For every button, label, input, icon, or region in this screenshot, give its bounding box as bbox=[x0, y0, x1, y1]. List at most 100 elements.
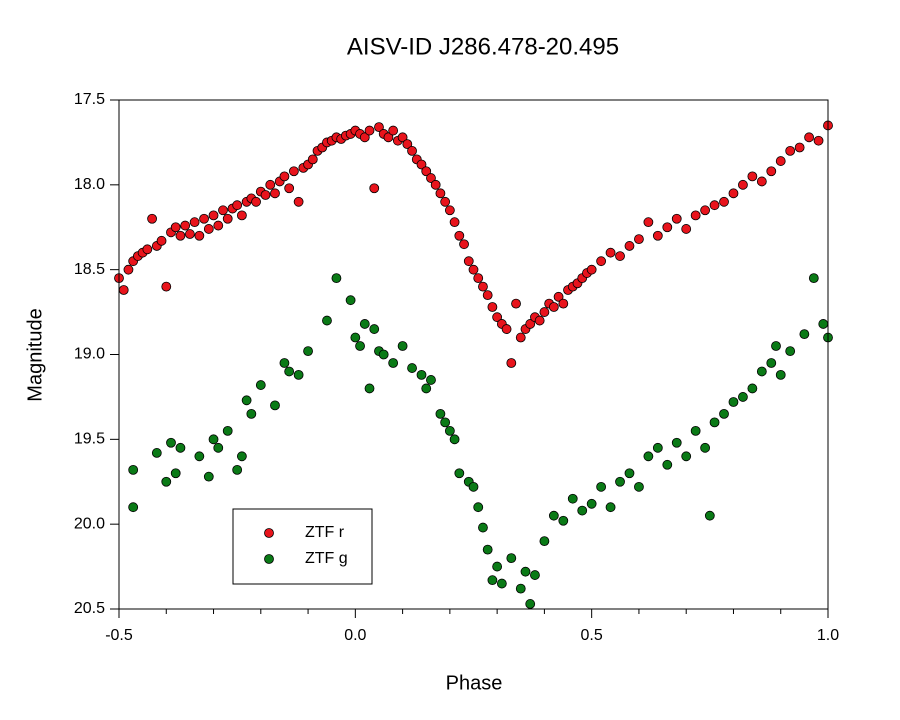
data-point bbox=[454, 230, 465, 241]
data-point bbox=[577, 505, 588, 516]
data-point bbox=[161, 281, 172, 292]
chart-title: AISV-ID J286.478-20.495 bbox=[347, 33, 619, 60]
data-point bbox=[738, 392, 748, 402]
data-point bbox=[355, 341, 365, 351]
data-point bbox=[435, 408, 446, 419]
data-point bbox=[307, 154, 318, 165]
data-point bbox=[487, 575, 498, 586]
data-point bbox=[444, 425, 455, 436]
data-point bbox=[241, 395, 252, 406]
data-point bbox=[232, 200, 243, 211]
data-point bbox=[605, 502, 616, 513]
data-point bbox=[218, 205, 228, 216]
data-point bbox=[170, 468, 181, 479]
y-tick-label: 19.0 bbox=[74, 346, 105, 363]
data-point bbox=[463, 256, 474, 267]
data-point bbox=[794, 142, 805, 153]
legend-box bbox=[232, 508, 373, 585]
data-point bbox=[766, 358, 777, 368]
legend-label: ZTF r bbox=[305, 524, 345, 541]
data-point bbox=[364, 383, 375, 394]
data-point bbox=[232, 464, 243, 475]
data-point bbox=[397, 132, 408, 143]
legend-marker bbox=[264, 528, 274, 538]
data-point bbox=[345, 295, 356, 306]
plot-marks bbox=[114, 120, 833, 609]
data-point bbox=[407, 363, 417, 373]
data-point bbox=[331, 273, 342, 284]
data-point bbox=[383, 132, 394, 143]
data-point bbox=[246, 408, 257, 419]
data-point bbox=[785, 346, 796, 357]
data-point bbox=[652, 442, 663, 453]
data-point bbox=[728, 188, 739, 199]
data-point bbox=[482, 544, 493, 555]
data-point bbox=[213, 220, 224, 231]
data-point bbox=[520, 566, 531, 577]
data-point bbox=[530, 570, 540, 580]
data-point bbox=[548, 510, 559, 521]
data-point bbox=[151, 448, 162, 458]
y-tick-label: 17.5 bbox=[74, 91, 105, 108]
data-point bbox=[808, 273, 819, 284]
data-point bbox=[539, 536, 550, 547]
data-point bbox=[671, 437, 682, 448]
x-tick-label: -0.5 bbox=[105, 627, 133, 644]
data-point bbox=[270, 188, 280, 199]
data-point bbox=[681, 224, 692, 234]
data-point bbox=[222, 425, 233, 436]
data-point bbox=[766, 166, 777, 177]
data-point bbox=[586, 264, 597, 275]
data-point bbox=[634, 481, 644, 492]
data-point bbox=[260, 190, 271, 200]
data-point bbox=[279, 358, 290, 368]
data-point bbox=[652, 230, 663, 241]
data-point bbox=[440, 196, 451, 207]
data-point bbox=[567, 493, 578, 504]
legend-label: ZTF g bbox=[305, 550, 348, 567]
data-point bbox=[643, 217, 654, 228]
data-point bbox=[184, 229, 195, 239]
x-axis-label: Phase bbox=[446, 672, 503, 694]
data-point bbox=[478, 281, 488, 292]
x-tick-label: 0.5 bbox=[581, 627, 603, 644]
data-point bbox=[473, 502, 484, 513]
data-point bbox=[369, 183, 380, 194]
data-point bbox=[388, 125, 399, 136]
data-point bbox=[704, 510, 715, 521]
data-point bbox=[255, 380, 266, 390]
y-tick-label: 18.0 bbox=[74, 176, 105, 193]
data-point bbox=[208, 434, 219, 445]
data-point bbox=[388, 358, 399, 368]
data-point bbox=[175, 230, 186, 241]
data-point bbox=[147, 213, 157, 224]
data-point bbox=[402, 139, 413, 150]
data-point bbox=[818, 319, 829, 329]
data-point bbox=[775, 369, 786, 380]
data-point bbox=[194, 451, 205, 462]
data-point bbox=[270, 400, 280, 411]
data-point bbox=[681, 451, 692, 462]
data-point bbox=[350, 332, 361, 343]
data-point bbox=[142, 244, 153, 255]
data-point bbox=[208, 210, 219, 221]
data-point bbox=[728, 397, 739, 407]
data-point bbox=[265, 179, 276, 190]
data-point bbox=[454, 468, 465, 479]
data-point bbox=[426, 375, 436, 385]
data-point bbox=[738, 179, 748, 190]
data-point bbox=[161, 476, 172, 487]
data-point bbox=[487, 302, 498, 312]
data-point bbox=[558, 298, 569, 309]
data-point bbox=[558, 515, 569, 526]
data-point bbox=[643, 451, 654, 462]
legend-marker bbox=[264, 554, 274, 564]
data-point bbox=[605, 247, 616, 258]
data-point bbox=[199, 213, 209, 224]
data-point bbox=[700, 442, 711, 453]
data-point bbox=[203, 471, 214, 482]
data-point bbox=[213, 442, 224, 453]
data-point bbox=[492, 561, 503, 572]
data-point bbox=[166, 437, 176, 448]
